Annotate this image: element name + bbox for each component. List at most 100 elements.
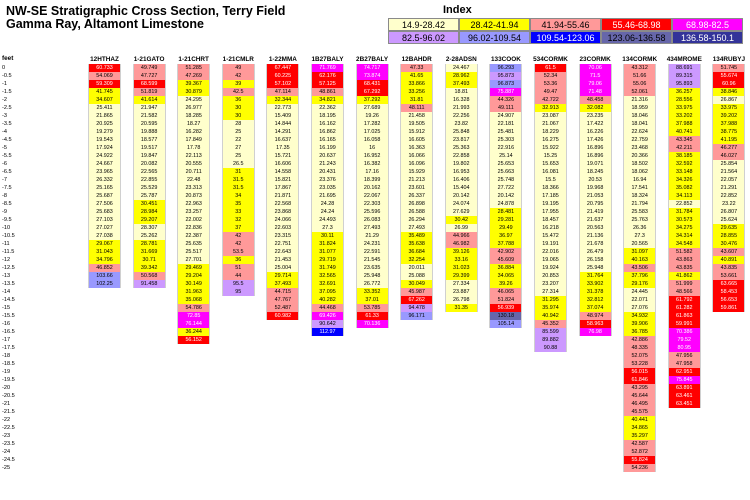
depth-label: -23.5 [2, 441, 15, 447]
gamma-ray-cell: 67.262 [400, 296, 434, 304]
gamma-ray-cell: 17.025 [355, 128, 389, 136]
gamma-ray-cell: 16.896 [578, 144, 612, 152]
gamma-ray-cell: 58.963 [578, 320, 612, 328]
gamma-ray-cell: 44.966 [444, 232, 478, 240]
depth-label: -13.5 [2, 281, 15, 287]
gamma-ray-cell: 42 [221, 232, 255, 240]
gamma-ray-cell: 21.794 [623, 200, 657, 208]
depth-label: -11.5 [2, 249, 15, 255]
gamma-ray-cell: 31.5 [221, 176, 255, 184]
gamma-ray-cell: 32.254 [400, 256, 434, 264]
gamma-ray-cell: 39.906 [623, 320, 657, 328]
gamma-ray-cell: 71.48 [578, 88, 612, 96]
depth-label: -7.5 [2, 185, 12, 191]
gamma-ray-cell: 22.591 [355, 248, 389, 256]
gamma-ray-cell: 45.609 [489, 256, 523, 264]
gamma-ray-cell: 36.97 [489, 232, 523, 240]
gamma-ray-cell: 29.176 [623, 280, 657, 288]
gamma-ray-cell: 63.665 [712, 280, 746, 288]
well-header: 1-21GATO [133, 56, 165, 63]
gamma-ray-cell: 31.669 [132, 248, 166, 256]
gamma-ray-cell: 20.563 [578, 224, 612, 232]
gamma-ray-cell: 22.057 [712, 176, 746, 184]
gamma-ray-cell: 37 [221, 224, 255, 232]
gamma-ray-cell: 89.882 [534, 336, 567, 344]
gamma-ray-cell: 55.674 [712, 72, 746, 80]
gamma-ray-cell: 24.467 [444, 64, 478, 72]
gamma-ray-cell: 60.96 [712, 80, 746, 88]
gamma-ray-cell: 18.324 [623, 192, 657, 200]
gamma-ray-cell: 15.404 [444, 184, 478, 192]
gamma-ray-cell: 28.307 [132, 224, 166, 232]
gamma-ray-cell: 22.565 [132, 168, 166, 176]
depth-label: -1.5 [2, 89, 12, 95]
gamma-ray-cell: 56.653 [712, 296, 746, 304]
gamma-ray-cell: 30.476 [712, 240, 746, 248]
gamma-ray-cell: 24.28 [311, 200, 344, 208]
gamma-ray-cell: 32.565 [311, 272, 344, 280]
well-header: 1B27BALY [311, 56, 344, 63]
gamma-ray-cell: 26.807 [712, 208, 746, 216]
gamma-ray-cell: 32 [221, 216, 255, 224]
gamma-ray-cell: 47.727 [132, 72, 166, 80]
gamma-ray-cell: 51.66 [623, 72, 657, 80]
gamma-ray-cell: 17.426 [578, 136, 612, 144]
gamma-ray-cell: 70.386 [667, 328, 701, 336]
gamma-ray-cell: 16.066 [400, 152, 434, 160]
gamma-ray-cell: 22.773 [266, 104, 300, 112]
gamma-ray-cell: 54.069 [88, 72, 121, 80]
gamma-ray-cell: 23.635 [355, 264, 389, 272]
well-header: 1-21CMLR [222, 56, 254, 63]
gamma-ray-cell: 25.763 [623, 216, 657, 224]
gamma-ray-cell: 22.067 [355, 192, 389, 200]
gamma-ray-cell: 67.292 [355, 88, 389, 96]
gamma-ray-cell: 20.011 [400, 264, 434, 272]
gamma-ray-cell: 21.458 [400, 112, 434, 120]
gamma-ray-cell: 22.181 [489, 120, 523, 128]
gamma-ray-cell: 21.067 [534, 120, 567, 128]
gamma-ray-cell: 63.891 [667, 384, 701, 392]
gamma-ray-cell: 33.902 [578, 280, 612, 288]
gamma-ray-cell: 61.846 [623, 376, 657, 384]
gamma-ray-cell: 27.701 [177, 256, 211, 264]
gamma-ray-cell: 35.082 [667, 184, 701, 192]
gamma-ray-cell: 20.595 [132, 120, 166, 128]
gamma-ray-cell: 79.06 [578, 80, 612, 88]
gamma-ray-cell: 112.97 [311, 328, 344, 336]
gamma-ray-cell: 43.312 [623, 64, 657, 72]
gamma-ray-cell: 18.046 [623, 112, 657, 120]
gamma-ray-cell: 61.863 [667, 312, 701, 320]
chart-title: NW-SE Stratigraphic Cross Section, Terry… [6, 4, 286, 18]
gamma-ray-cell: 79.52 [667, 336, 701, 344]
gamma-ray-cell: 16.218 [534, 224, 567, 232]
gamma-ray-cell: 40.942 [534, 312, 567, 320]
gamma-ray-cell: 21.29 [355, 232, 389, 240]
gamma-ray-cell: 34.932 [623, 312, 657, 320]
gamma-ray-cell: 25.948 [578, 264, 612, 272]
gamma-ray-cell: 16.328 [444, 96, 478, 104]
gamma-ray-cell: 20.925 [88, 120, 121, 128]
gamma-ray-cell: 22.643 [266, 248, 300, 256]
gamma-ray-cell: 32.082 [578, 104, 612, 112]
gamma-ray-cell: 23.887 [444, 288, 478, 296]
gamma-ray-cell: 22.256 [444, 112, 478, 120]
gamma-ray-cell: 21.582 [132, 112, 166, 120]
gamma-ray-cell: 60.225 [266, 72, 300, 80]
gamma-ray-cell: 45.644 [623, 392, 657, 400]
gamma-ray-cell: 20.082 [132, 160, 166, 168]
gamma-ray-cell: 25.663 [489, 168, 523, 176]
gamma-ray-cell: 18.399 [355, 176, 389, 184]
gamma-ray-cell: 29.207 [132, 216, 166, 224]
gamma-ray-cell: 31.077 [311, 248, 344, 256]
gamma-ray-cell: 56.152 [177, 336, 211, 344]
gamma-ray-cell: 30.149 [177, 280, 211, 288]
gamma-ray-cell: 51.824 [489, 296, 523, 304]
gamma-ray-cell: 34.326 [667, 176, 701, 184]
gamma-ray-cell: 22.858 [444, 152, 478, 160]
gamma-ray-cell: 30.11 [311, 232, 344, 240]
gamma-ray-cell: 37.788 [489, 240, 523, 248]
gamma-ray-cell: 44.715 [266, 288, 300, 296]
gamma-ray-cell: 16.862 [311, 128, 344, 136]
gamma-ray-cell: 48.974 [578, 312, 612, 320]
gamma-ray-cell: 21.316 [623, 96, 657, 104]
